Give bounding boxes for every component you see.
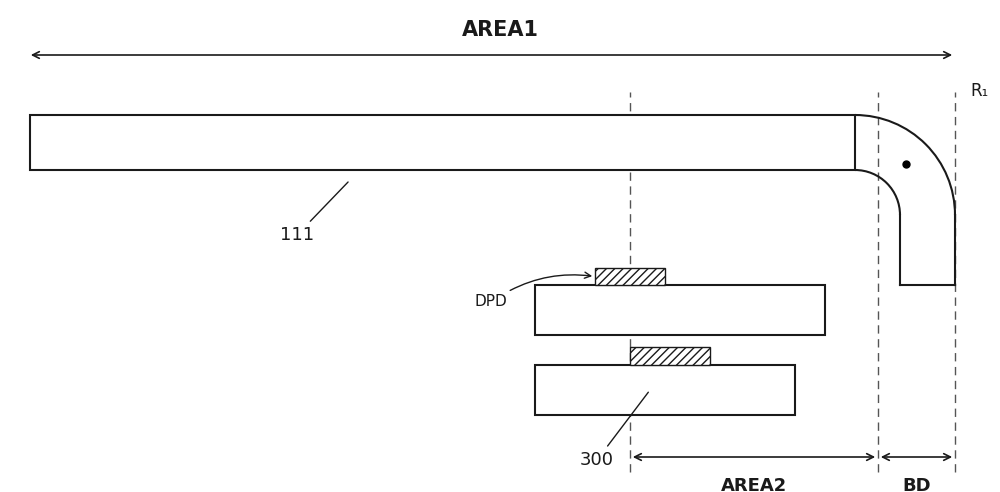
- Bar: [595, 268, 665, 285]
- Bar: [535, 285, 825, 335]
- Text: AREA1: AREA1: [462, 20, 538, 40]
- Text: 300: 300: [580, 392, 648, 469]
- Text: DPD: DPD: [475, 272, 591, 309]
- Text: BD: BD: [902, 477, 931, 492]
- Text: R₁: R₁: [970, 82, 988, 100]
- Bar: [30, 115, 855, 170]
- Text: 111: 111: [280, 182, 348, 244]
- Bar: [630, 347, 710, 365]
- Text: AREA2: AREA2: [721, 477, 787, 492]
- Bar: [535, 365, 795, 415]
